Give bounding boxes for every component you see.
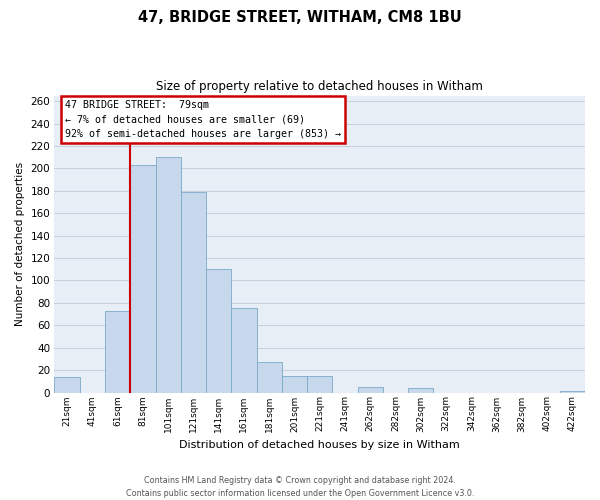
Bar xyxy=(130,165,155,392)
Bar xyxy=(55,377,80,392)
Bar xyxy=(282,376,307,392)
Bar xyxy=(358,387,383,392)
Bar xyxy=(105,310,130,392)
Title: Size of property relative to detached houses in Witham: Size of property relative to detached ho… xyxy=(156,80,483,93)
Bar xyxy=(206,269,232,392)
Text: Contains HM Land Registry data © Crown copyright and database right 2024.
Contai: Contains HM Land Registry data © Crown c… xyxy=(126,476,474,498)
Bar xyxy=(408,388,433,392)
Bar xyxy=(307,376,332,392)
Bar xyxy=(155,157,181,392)
Text: 47 BRIDGE STREET:  79sqm
← 7% of detached houses are smaller (69)
92% of semi-de: 47 BRIDGE STREET: 79sqm ← 7% of detached… xyxy=(65,100,341,139)
X-axis label: Distribution of detached houses by size in Witham: Distribution of detached houses by size … xyxy=(179,440,460,450)
Bar xyxy=(181,192,206,392)
Text: 47, BRIDGE STREET, WITHAM, CM8 1BU: 47, BRIDGE STREET, WITHAM, CM8 1BU xyxy=(138,10,462,25)
Bar xyxy=(257,362,282,392)
Bar xyxy=(232,308,257,392)
Y-axis label: Number of detached properties: Number of detached properties xyxy=(15,162,25,326)
